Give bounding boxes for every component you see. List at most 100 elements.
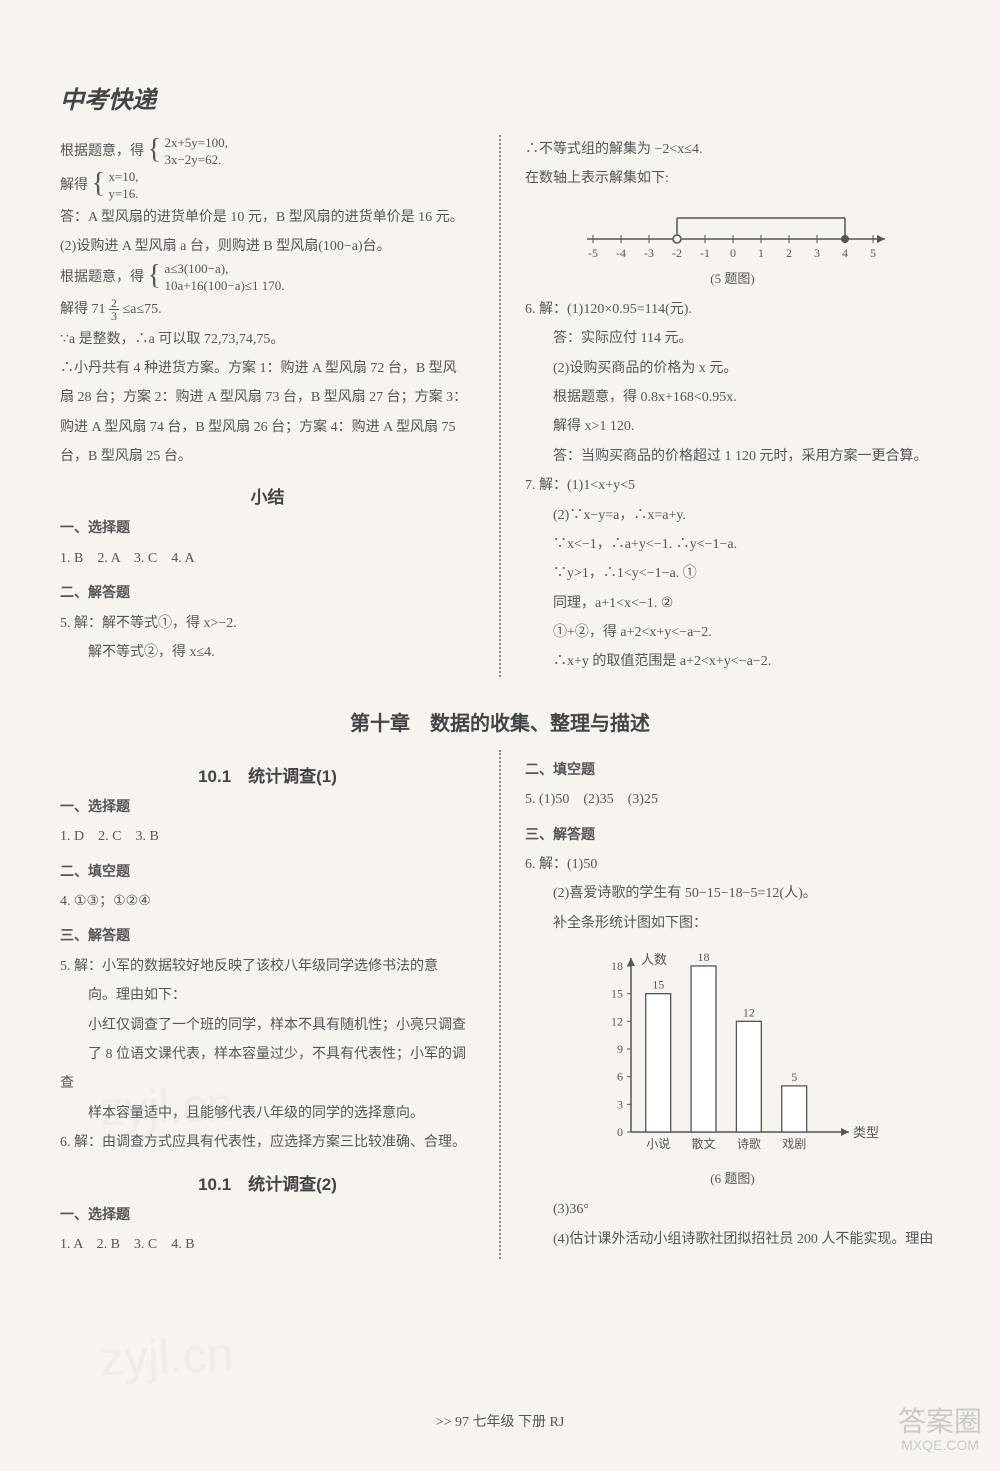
q7g: ∴x+y 的取值范围是 a+2<x+y<−a−2. [525, 647, 940, 676]
t-l1-eqs: 2x+5y=100, 3x−2y=62. [164, 135, 227, 169]
br-h-answer: 三、解答题 [525, 821, 940, 850]
corner-watermark: 答案圈 MXQE.COM [898, 1407, 982, 1453]
br-q6a: 6. 解：(1)50 [525, 850, 940, 879]
bl-q5b: 向。理由如下： [60, 981, 475, 1010]
q6d: 根据题意，得 0.8x+168<0.95x. [525, 383, 940, 412]
bl-choice-ans2: 1. A 2. B 3. C 4. B [60, 1230, 475, 1259]
svg-text:9: 9 [617, 1042, 623, 1056]
bl-h-choice: 一、选择题 [60, 793, 475, 822]
corner-wm-top: 答案圈 [898, 1407, 982, 1438]
svg-text:0: 0 [730, 246, 736, 260]
svg-text:4: 4 [842, 246, 848, 260]
q6f: 答：当购买商品的价格超过 1 120 元时，采用方案一更合算。 [525, 442, 940, 471]
t-l3: 答：A 型风扇的进货单价是 10 元，B 型风扇的进货单价是 16 元。 [60, 203, 475, 232]
t-l6: 解得 71 2 3 ≤a≤75. [60, 295, 475, 324]
number-line-chart: -5 -4 -3 -2 -1 0 1 2 3 4 5 [573, 204, 893, 264]
bar-chart: 0369121518人数类型15小说18散文12诗歌5戏剧 [585, 948, 885, 1168]
svg-text:18: 18 [611, 959, 623, 973]
svg-text:0: 0 [617, 1125, 623, 1139]
bottom-right-col: 二、填空题 5. (1)50 (2)35 (3)25 三、解答题 6. 解：(1… [525, 750, 940, 1259]
t-l6-pre: 解得 71 [60, 302, 106, 317]
fig5-caption: (5 题图) [525, 268, 940, 287]
h-choice-1: 一、选择题 [60, 514, 475, 543]
svg-text:3: 3 [814, 246, 820, 260]
fig6-caption: (6 题图) [525, 1168, 940, 1187]
svg-text:-3: -3 [644, 246, 654, 260]
brace-icon: { [148, 269, 161, 283]
t-l9: 扇 28 台；方案 2：购进 A 型风扇 73 台，B 型风扇 27 台；方案 … [60, 383, 475, 412]
s101-1-heading: 10.1 统计调查(1) [60, 762, 475, 787]
corner-wm-sub: MXQE.COM [898, 1438, 982, 1453]
col-divider-top [499, 135, 501, 677]
t-l5-eqs: a≤3(100−a), 10a+16(100−a)≤1 170. [164, 261, 284, 295]
svg-text:1: 1 [758, 246, 764, 260]
svg-text:6: 6 [617, 1070, 623, 1084]
svg-text:-2: -2 [672, 246, 682, 260]
bl-h-fill: 二、填空题 [60, 858, 475, 887]
t-l1: 根据题意，得 { 2x+5y=100, 3x−2y=62. [60, 135, 475, 169]
t-l2-pre: 解得 [60, 178, 88, 193]
svg-text:散文: 散文 [692, 1136, 716, 1151]
t-l1-eq-top: 2x+5y=100, [164, 135, 227, 150]
svg-text:5: 5 [870, 246, 876, 260]
t-l2-eq-bot: y=16. [108, 186, 138, 201]
t-l7: ∵a 是整数，∴a 可以取 72,73,74,75。 [60, 325, 475, 354]
q7b: (2)∵x−y=a，∴x=a+y. [525, 501, 940, 530]
q7a: 7. 解：(1)1<x+y<5 [525, 471, 940, 500]
page-header-title: 中考快递 [60, 80, 940, 115]
bl-fill-ans: 4. ①③；①②④ [60, 887, 475, 916]
svg-text:15: 15 [611, 987, 623, 1001]
bl-q6: 6. 解：由调查方式应具有代表性，应选择方案三比较准确、合理。 [60, 1128, 475, 1157]
q6e: 解得 x>1 120. [525, 412, 940, 441]
t-l5: 根据题意，得 { a≤3(100−a), 10a+16(100−a)≤1 170… [60, 261, 475, 295]
t-l2: 解得 { x=10, y=16. [60, 169, 475, 203]
bl-q5d: 了 8 位语文课代表，样本容量过少，不具有代表性；小军的调查 [60, 1040, 475, 1099]
t-l2-eq-top: x=10, [108, 169, 138, 184]
t-l4: (2)设购进 A 型风扇 a 台，则购进 B 型风扇(100−a)台。 [60, 232, 475, 261]
svg-text:5: 5 [791, 1070, 797, 1084]
t-l6-den: 3 [109, 310, 119, 322]
bl-q5c: 小红仅调查了一个班的同学，样本不具有随机性；小亮只调查 [60, 1011, 475, 1040]
svg-text:人数: 人数 [641, 952, 667, 967]
svg-text:戏剧: 戏剧 [782, 1137, 806, 1151]
svg-text:-5: -5 [588, 246, 598, 260]
br-q6c: 补全条形统计图如下图： [525, 909, 940, 938]
t-l5-eq-bot: 10a+16(100−a)≤1 170. [164, 278, 284, 293]
t-l8: ∴小丹共有 4 种进货方案。方案 1：购进 A 型风扇 72 台，B 型风 [60, 354, 475, 383]
t-l1-eq-bot: 3x−2y=62. [164, 152, 221, 167]
svg-text:3: 3 [617, 1098, 623, 1112]
t-l5-eq-top: a≤3(100−a), [164, 261, 228, 276]
bl-h-choice2: 一、选择题 [60, 1201, 475, 1230]
svg-text:12: 12 [611, 1015, 623, 1029]
q6c: (2)设购买商品的价格为 x 元。 [525, 354, 940, 383]
t-l6-post: ≤a≤75. [123, 302, 162, 317]
svg-text:2: 2 [786, 246, 792, 260]
svg-text:-1: -1 [700, 246, 710, 260]
svg-text:-4: -4 [616, 246, 626, 260]
page-footer: >> 97 七年级 下册 RJ [0, 1411, 1000, 1431]
t-l11: 台，B 型风扇 25 台。 [60, 442, 475, 471]
xiaojie-heading: 小结 [60, 483, 475, 508]
top-columns: 根据题意，得 { 2x+5y=100, 3x−2y=62. 解得 { x=10,… [60, 135, 940, 677]
top-left-col: 根据题意，得 { 2x+5y=100, 3x−2y=62. 解得 { x=10,… [60, 135, 475, 677]
br-q6d: (3)36° [525, 1195, 940, 1224]
top-right-col: ∴不等式组的解集为 −2<x≤4. 在数轴上表示解集如下: -5 -4 -3 -2 -1… [525, 135, 940, 677]
q7e: 同理，a+1<x<−1. ② [525, 589, 940, 618]
br-fill-ans: 5. (1)50 (2)35 (3)25 [525, 785, 940, 814]
q6b: 答：实际应付 114 元。 [525, 324, 940, 353]
svg-text:15: 15 [652, 978, 664, 992]
bottom-columns: 10.1 统计调查(1) 一、选择题 1. D 2. C 3. B 二、填空题 … [60, 750, 940, 1259]
choice-ans-1: 1. B 2. A 3. C 4. A [60, 544, 475, 573]
svg-text:小说: 小说 [646, 1136, 670, 1151]
r1: ∴不等式组的解集为 −2<x≤4. [525, 135, 940, 164]
r2: 在数轴上表示解集如下: [525, 164, 940, 193]
svg-text:类型: 类型 [853, 1125, 879, 1140]
q5b: 解不等式②，得 x≤4. [60, 638, 475, 667]
t-l6-frac: 2 3 [109, 297, 119, 322]
t-l5-pre: 根据题意，得 [60, 270, 144, 285]
col-divider-bottom [499, 750, 501, 1259]
s101-2-heading: 10.1 统计调查(2) [60, 1170, 475, 1195]
t-l10: 购进 A 型风扇 74 台，B 型风扇 26 台；方案 4：购进 A 型风扇 7… [60, 413, 475, 442]
bottom-left-col: 10.1 统计调查(1) 一、选择题 1. D 2. C 3. B 二、填空题 … [60, 750, 475, 1259]
br-q6b: (2)喜爱诗歌的学生有 50−15−18−5=12(人)。 [525, 879, 940, 908]
